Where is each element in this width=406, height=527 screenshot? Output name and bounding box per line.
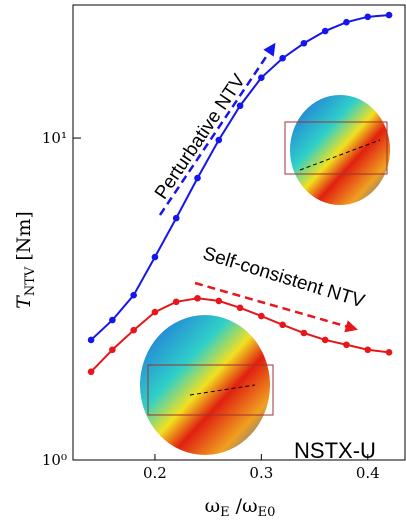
marker — [386, 349, 393, 356]
marker — [109, 346, 116, 353]
marker — [386, 12, 393, 19]
marker — [215, 137, 222, 144]
marker — [343, 19, 350, 26]
marker — [194, 175, 201, 182]
label-part: E0 — [258, 505, 276, 520]
y-axis-label: TNTV [Nm] — [13, 211, 38, 309]
label-part: /ω — [230, 495, 258, 517]
marker — [173, 299, 180, 306]
marker — [322, 337, 329, 344]
marker — [237, 305, 244, 312]
marker — [258, 313, 265, 320]
marker — [194, 295, 201, 302]
label-part: [Nm] — [13, 211, 35, 267]
marker — [364, 14, 371, 21]
x-tick-label: 0.2 — [143, 464, 167, 482]
marker — [279, 55, 286, 62]
marker — [301, 40, 308, 47]
annotation: NSTX-U — [294, 438, 376, 463]
marker — [152, 309, 159, 316]
marker — [130, 292, 137, 299]
marker — [109, 317, 116, 324]
marker — [130, 327, 137, 334]
marker — [152, 254, 159, 261]
y-tick-label: 10⁰ — [42, 451, 67, 469]
plasma-image — [285, 95, 390, 205]
chart: Perturbative NTV Self-consistent NTV NST… — [0, 0, 406, 527]
label-part: NTV — [23, 266, 38, 296]
label-part: E — [220, 505, 230, 520]
annotation: Perturbative NTV — [151, 70, 250, 203]
marker — [279, 321, 286, 328]
marker — [301, 330, 308, 337]
marker — [258, 74, 265, 81]
marker — [215, 298, 222, 305]
marker — [343, 341, 350, 348]
label-part: ω — [205, 495, 221, 517]
marker — [364, 346, 371, 353]
plasma-image — [140, 315, 273, 455]
x-axis-label: ωE /ωE0 — [205, 495, 276, 520]
marker — [322, 28, 329, 35]
x-tick-label: 0.3 — [249, 464, 273, 482]
marker — [88, 368, 95, 375]
y-tick-label: 10¹ — [42, 129, 67, 147]
x-tick-label: 0.4 — [356, 464, 380, 482]
marker — [88, 337, 95, 344]
marker — [237, 102, 244, 109]
marker — [173, 215, 180, 222]
